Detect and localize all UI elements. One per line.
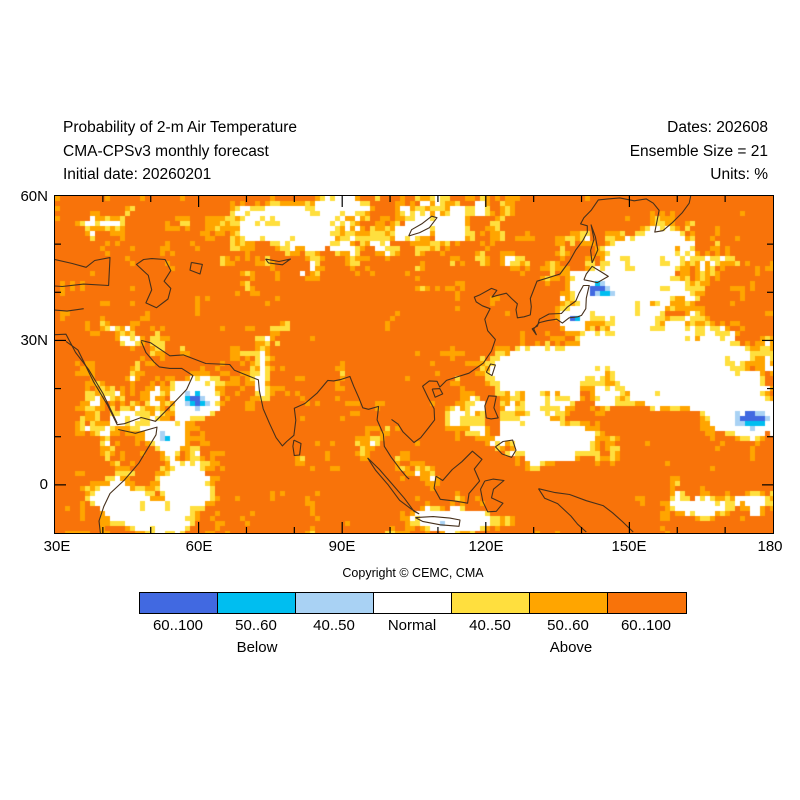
coastline-path xyxy=(189,261,203,275)
x-axis-label-60e: 60E xyxy=(185,538,213,555)
x-axis-label-30e: 30E xyxy=(43,538,71,555)
figure-subtitle: CMA-CPSv3 monthly forecast xyxy=(63,142,269,160)
coastline-path xyxy=(135,258,172,309)
coastline-path xyxy=(98,426,158,533)
map-area xyxy=(54,195,774,534)
coastline-path xyxy=(583,265,609,284)
coastline-path xyxy=(431,388,444,398)
coastline-path xyxy=(415,516,461,527)
legend-category-label: 50..60 xyxy=(235,617,277,634)
x-axis-label-120e: 120E xyxy=(468,538,504,555)
coastline-path xyxy=(494,439,517,458)
units-text: Units: % xyxy=(710,166,768,183)
title-block: Probability of 2-m Air Temperature CMA-C… xyxy=(63,116,297,187)
coastline-path xyxy=(479,478,505,513)
y-axis-label-60n: 60N xyxy=(20,188,48,205)
legend-below-label: Below xyxy=(236,639,278,656)
legend-category-label: 40..50 xyxy=(313,617,355,634)
legend-box xyxy=(608,593,686,613)
legend-category-label: 60..100 xyxy=(152,617,204,634)
coastline-path xyxy=(55,333,118,424)
legend-box xyxy=(530,593,608,613)
coastline-path xyxy=(484,395,499,420)
legend-box xyxy=(452,593,530,613)
legend-above-label: Above xyxy=(549,639,593,656)
y-axis-label-30n: 30N xyxy=(20,332,48,349)
coastline-path xyxy=(265,258,292,266)
y-axis-label-0: 0 xyxy=(39,476,48,493)
coastline-path xyxy=(55,257,111,288)
x-axis-label-150e: 150E xyxy=(611,538,647,555)
coastline-path xyxy=(141,339,410,480)
legend-box xyxy=(296,593,374,613)
initial-date-text: Initial date: 20260201 xyxy=(63,166,212,183)
coastline-path xyxy=(538,488,587,533)
coastline-path xyxy=(55,308,84,312)
legend-category-label: 60..100 xyxy=(620,617,672,634)
legend-category-label: 50..60 xyxy=(547,617,589,634)
probability-raster xyxy=(55,196,773,533)
legend-box xyxy=(374,593,452,613)
dates-text: Dates: 202608 xyxy=(667,119,768,136)
legend-box xyxy=(218,593,296,613)
coastline-path xyxy=(531,284,590,336)
x-axis-label-180: 180 xyxy=(757,538,783,555)
ensemble-size-text: Ensemble Size = 21 xyxy=(629,142,768,160)
coastline-path xyxy=(65,340,194,426)
coastline-overlay xyxy=(55,196,773,533)
coastline-path xyxy=(391,196,692,444)
figure-title: Probability of 2-m Air Temperature xyxy=(63,119,298,136)
coastline-path xyxy=(433,450,483,504)
meta-block: Dates: 202608 Ensemble Size = 21 Units: … xyxy=(630,116,768,187)
legend-category-label: Normal xyxy=(387,617,437,634)
legend-box xyxy=(140,593,218,613)
coastline-path xyxy=(590,224,599,264)
coastline-path xyxy=(292,439,302,457)
legend-category-label: 40..50 xyxy=(469,617,511,634)
coastline-path xyxy=(538,488,634,533)
copyright-text: Copyright © CEMC, CMA xyxy=(342,566,484,580)
coastline-path xyxy=(408,215,438,237)
legend-colorbar xyxy=(139,592,687,614)
coastline-path xyxy=(367,457,420,515)
x-axis-label-90e: 90E xyxy=(328,538,356,555)
coastline-path xyxy=(485,363,496,377)
legend-category-labels: 60..100 50..60 40..50 Normal 40..50 50..60 60.… xyxy=(139,617,685,634)
